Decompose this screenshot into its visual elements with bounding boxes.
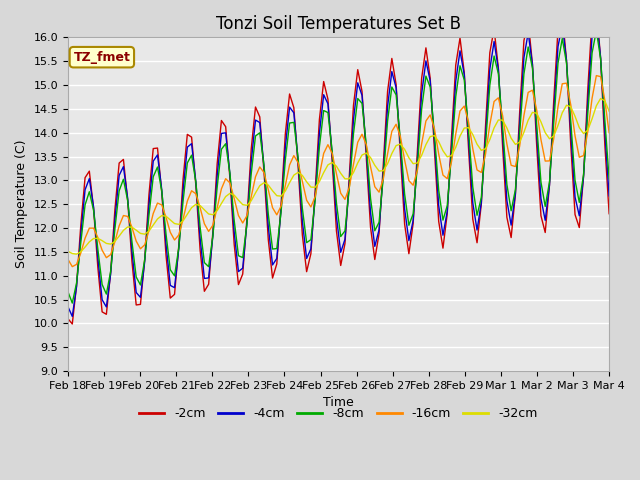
- -4cm: [290, 110, 298, 116]
- -4cm: [605, 193, 613, 199]
- Text: TZ_fmet: TZ_fmet: [74, 51, 131, 64]
- -4cm: [584, 99, 591, 105]
- -16cm: [269, 205, 276, 211]
- -16cm: [200, 221, 208, 227]
- -2cm: [533, 143, 541, 148]
- -32cm: [596, 96, 604, 101]
- -8cm: [533, 121, 541, 127]
- -8cm: [593, 28, 600, 34]
- -32cm: [290, 172, 298, 178]
- -32cm: [533, 110, 541, 116]
- Y-axis label: Soil Temperature (C): Soil Temperature (C): [15, 140, 28, 268]
- -8cm: [290, 120, 298, 125]
- -2cm: [593, 3, 600, 9]
- -16cm: [584, 128, 591, 134]
- -32cm: [605, 108, 613, 114]
- -32cm: [269, 188, 276, 193]
- -16cm: [290, 153, 298, 158]
- -32cm: [64, 249, 72, 254]
- Line: -4cm: -4cm: [68, 17, 609, 316]
- -2cm: [269, 275, 276, 281]
- -2cm: [200, 288, 208, 294]
- -8cm: [200, 260, 208, 265]
- Line: -2cm: -2cm: [68, 6, 609, 324]
- -4cm: [269, 262, 276, 268]
- -2cm: [584, 86, 591, 92]
- -16cm: [64, 257, 72, 263]
- -8cm: [605, 176, 613, 182]
- -16cm: [533, 107, 541, 113]
- -16cm: [593, 72, 600, 78]
- -2cm: [290, 105, 298, 110]
- Title: Tonzi Soil Temperatures Set B: Tonzi Soil Temperatures Set B: [216, 15, 461, 33]
- X-axis label: Time: Time: [323, 396, 354, 409]
- -2cm: [64, 316, 72, 322]
- Legend: -2cm, -4cm, -8cm, -16cm, -32cm: -2cm, -4cm, -8cm, -16cm, -32cm: [134, 402, 543, 425]
- -4cm: [64, 304, 72, 310]
- -8cm: [349, 131, 357, 137]
- Line: -8cm: -8cm: [68, 31, 609, 303]
- -2cm: [605, 211, 613, 216]
- -2cm: [68, 321, 76, 327]
- -8cm: [269, 246, 276, 252]
- -4cm: [533, 131, 541, 136]
- -16cm: [68, 264, 76, 270]
- -32cm: [584, 127, 591, 133]
- -8cm: [64, 289, 72, 295]
- -4cm: [593, 14, 600, 20]
- -32cm: [73, 251, 81, 257]
- -4cm: [200, 276, 208, 281]
- -32cm: [349, 169, 357, 175]
- -16cm: [349, 161, 357, 167]
- Line: -32cm: -32cm: [68, 98, 609, 254]
- -4cm: [68, 313, 76, 319]
- -2cm: [349, 102, 357, 108]
- -8cm: [584, 110, 591, 116]
- Line: -16cm: -16cm: [68, 75, 609, 267]
- -8cm: [68, 300, 76, 306]
- -16cm: [605, 130, 613, 136]
- -4cm: [349, 117, 357, 122]
- -32cm: [200, 207, 208, 213]
